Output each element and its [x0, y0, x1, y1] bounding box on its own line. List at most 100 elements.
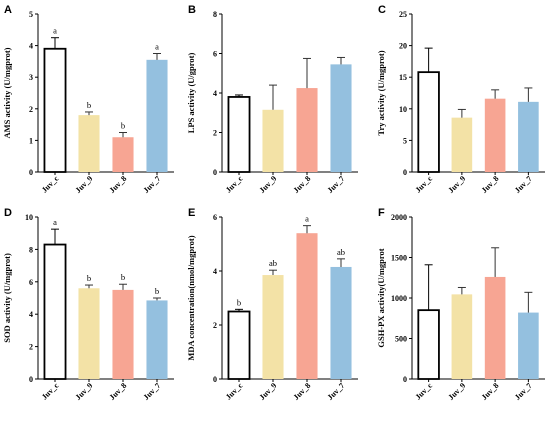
- x-tick-label: Juv_8: [292, 174, 313, 195]
- y-axis-label: SOD activity (U/mgprot): [2, 253, 12, 343]
- panel-c: C Try activity (U/mgprot) 0 5 10 15 20 25 Juv_c J…: [376, 4, 545, 195]
- y-tick-label: 15: [399, 73, 407, 82]
- bar-juv-9: [78, 288, 100, 379]
- y-tick-label: 10: [399, 105, 407, 114]
- bar-juv-8: [484, 98, 506, 172]
- x-tick-label: Juv_7: [142, 174, 163, 195]
- x-tick-label: Juv_7: [513, 174, 534, 195]
- y-tick-label: 2: [29, 105, 33, 114]
- panel-f: F GSH-PX activity(U/mgprot 0 500 1000 1500 200…: [376, 207, 545, 402]
- panel-letter: E: [188, 207, 195, 219]
- y-tick-label: 6: [213, 50, 217, 59]
- bar-juv-9: [451, 294, 473, 379]
- significance-label: b: [237, 297, 241, 307]
- bar-juv-c: [227, 310, 251, 380]
- x-tick-label: Juv_9: [74, 381, 95, 402]
- y-tick-label: 4: [213, 89, 217, 98]
- significance-label: a: [155, 42, 159, 52]
- x-tick-label: Juv_8: [292, 381, 313, 402]
- bar-juv-9: [451, 117, 473, 172]
- y-tick-label: 1000: [391, 294, 407, 303]
- y-tick-label: 2: [213, 129, 217, 138]
- y-tick-label: 0: [213, 375, 217, 384]
- y-tick-label: 0: [403, 168, 407, 177]
- bar-juv-9: [78, 115, 100, 172]
- y-tick-label: 0: [213, 168, 217, 177]
- x-tick-label: Juv_c: [40, 174, 61, 195]
- significance-label: b: [87, 100, 91, 110]
- y-tick-label: 25: [399, 10, 407, 19]
- bar-juv-7: [146, 300, 168, 379]
- significance-label: b: [87, 273, 91, 283]
- y-tick-label: 5: [403, 136, 407, 145]
- x-tick-label: Juv_9: [446, 381, 467, 402]
- y-tick-label: 4: [29, 42, 33, 51]
- bar-juv-8: [484, 276, 506, 379]
- y-axis-label: Try activity (U/mgprot): [376, 50, 386, 135]
- y-axis-label: GSH-PX activity(U/mgprot: [376, 248, 386, 347]
- y-axis-label: AMS activity (U/mgprot): [2, 47, 12, 138]
- significance-label: a: [53, 217, 57, 227]
- y-tick-label: 0: [403, 375, 407, 384]
- x-tick-label: Juv_9: [74, 174, 95, 195]
- x-tick-label: Juv_c: [224, 381, 245, 402]
- y-tick-label: 500: [395, 335, 407, 344]
- panel-e: E MDA concentration(nmol/mgprot) 0 2 4 6 b Juv_…: [186, 207, 358, 402]
- bar-juv-9: [262, 109, 284, 172]
- panel-letter: F: [378, 207, 385, 219]
- y-tick-label: 2: [213, 321, 217, 330]
- x-tick-label: Juv_9: [446, 174, 467, 195]
- panel-letter: A: [4, 4, 12, 16]
- bar-juv-8: [296, 233, 318, 379]
- bar-juv-c: [43, 47, 67, 173]
- x-tick-label: Juv_8: [108, 174, 129, 195]
- bar-juv-8: [296, 88, 318, 172]
- y-tick-label: 6: [213, 213, 217, 222]
- x-tick-label: Juv_c: [414, 381, 435, 402]
- y-tick-label: 3: [29, 73, 33, 82]
- x-tick-label: Juv_7: [142, 381, 163, 402]
- bar-juv-c: [417, 71, 440, 173]
- bar-juv-8: [112, 137, 134, 172]
- panel-letter: B: [188, 4, 196, 16]
- panel-letter: D: [4, 207, 12, 219]
- y-tick-label: 0: [29, 375, 33, 384]
- panel-letter: C: [378, 4, 386, 16]
- bar-juv-7: [330, 266, 352, 379]
- y-tick-label: 1: [29, 136, 33, 145]
- y-tick-label: 6: [29, 278, 33, 287]
- y-tick-label: 4: [29, 310, 33, 319]
- y-tick-label: 20: [399, 42, 407, 51]
- bar-juv-c: [417, 309, 440, 380]
- y-tick-label: 10: [25, 213, 33, 222]
- y-tick-label: 8: [29, 245, 33, 254]
- y-tick-label: 1500: [391, 254, 407, 263]
- bar-juv-7: [146, 59, 168, 172]
- x-tick-label: Juv_7: [326, 174, 347, 195]
- bar-juv-c: [43, 243, 67, 380]
- x-tick-label: Juv_8: [480, 381, 501, 402]
- y-tick-label: 2: [29, 343, 33, 352]
- x-tick-label: Juv_c: [414, 174, 435, 195]
- significance-label: ab: [269, 258, 277, 268]
- significance-label: b: [121, 272, 125, 282]
- significance-label: b: [155, 286, 159, 296]
- y-tick-label: 4: [213, 267, 217, 276]
- x-tick-label: Juv_c: [224, 174, 245, 195]
- bar-juv-8: [112, 289, 134, 379]
- bar-juv-7: [518, 312, 539, 379]
- bar-juv-7: [518, 101, 539, 172]
- panel-d: D SOD activity (U/mgprot) 0 2 4 6 8 10 a Juv_c b Ju…: [2, 207, 174, 402]
- x-tick-label: Juv_9: [258, 381, 279, 402]
- bar-juv-7: [330, 64, 352, 172]
- x-tick-label: Juv_c: [40, 381, 61, 402]
- y-tick-label: 5: [29, 10, 33, 19]
- significance-label: a: [53, 26, 57, 36]
- y-tick-label: 2000: [391, 213, 407, 222]
- x-tick-label: Juv_8: [480, 174, 501, 195]
- y-axis-label: MDA concentration(nmol/mgprot): [186, 235, 196, 360]
- significance-label: ab: [337, 247, 345, 257]
- y-tick-label: 0: [29, 168, 33, 177]
- x-tick-label: Juv_8: [108, 381, 129, 402]
